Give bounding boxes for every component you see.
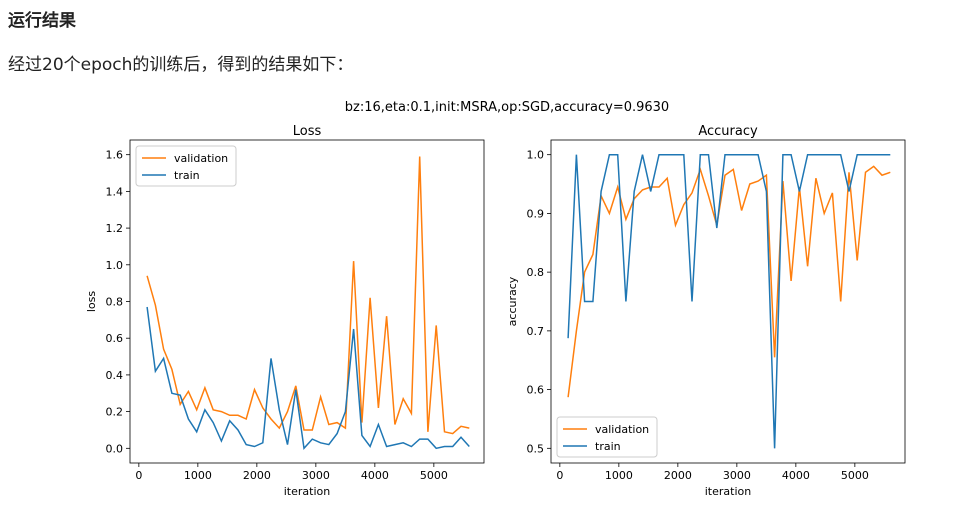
y-tick-label: 0.2 [106,406,124,419]
x-tick-label: 1000 [605,469,633,482]
legend-label-validation: validation [595,423,649,436]
section-heading: 运行结果 [8,11,76,31]
y-tick-label: 0.0 [106,442,124,455]
series-line-train [567,153,891,449]
x-tick-label: 3000 [302,469,330,482]
legend-box [135,145,237,187]
intro-paragraph: 经过20个epoch的训练后，得到的结果如下： [8,55,354,75]
legend-box [556,416,658,458]
y-tick-label: 0.6 [106,332,124,345]
y-tick-label: 1.0 [106,259,124,272]
plot-frame [129,139,485,464]
y-tick-label: 0.7 [527,325,545,338]
x-tick-label: 4000 [782,469,810,482]
chart-title: Loss [293,124,322,139]
chart-title: Accuracy [698,124,758,139]
x-tick-label: 2000 [664,469,692,482]
x-axis-label: iteration [705,485,751,498]
x-tick-label: 4000 [361,469,389,482]
accuracy-chart: Accuracy 0 1000 2000 3000 4000 5000 0.5 0.6 0.7 0.… [506,124,906,498]
y-tick-label: 0.8 [527,266,545,279]
legend-label-train: train [174,169,200,182]
loss-chart: Loss 0 1000 2000 3000 4000 5000 0.0 0.2 0.4 0.6 0.8… [85,124,485,498]
series-line-validation [146,156,470,435]
y-axis-label: accuracy [506,276,519,326]
figure-suptitle: bz:16,eta:0.1,init:MSRA,op:SGD,accuracy=… [345,100,669,115]
y-tick-label: 0.4 [106,369,124,382]
series-line-train [146,306,470,450]
y-tick-label: 0.6 [527,384,545,397]
y-tick-label: 0.8 [106,296,124,309]
y-tick-label: 1.2 [106,222,124,235]
x-tick-label: 0 [135,469,142,482]
x-axis-label: iteration [284,485,330,498]
y-tick-label: 1.4 [106,185,124,198]
legend-label-train: train [595,440,621,453]
x-tick-label: 5000 [420,469,448,482]
y-tick-label: 0.5 [527,442,545,455]
x-tick-label: 1000 [184,469,212,482]
x-tick-label: 3000 [723,469,751,482]
y-tick-label: 1.0 [527,149,545,162]
x-tick-label: 2000 [243,469,271,482]
legend-label-validation: validation [174,152,228,165]
series-line-validation [567,165,891,398]
plot-frame [550,139,906,464]
y-tick-label: 1.6 [106,149,124,162]
y-tick-label: 0.9 [527,207,545,220]
x-tick-label: 0 [556,469,563,482]
y-axis-label: loss [85,291,98,313]
x-tick-label: 5000 [841,469,869,482]
